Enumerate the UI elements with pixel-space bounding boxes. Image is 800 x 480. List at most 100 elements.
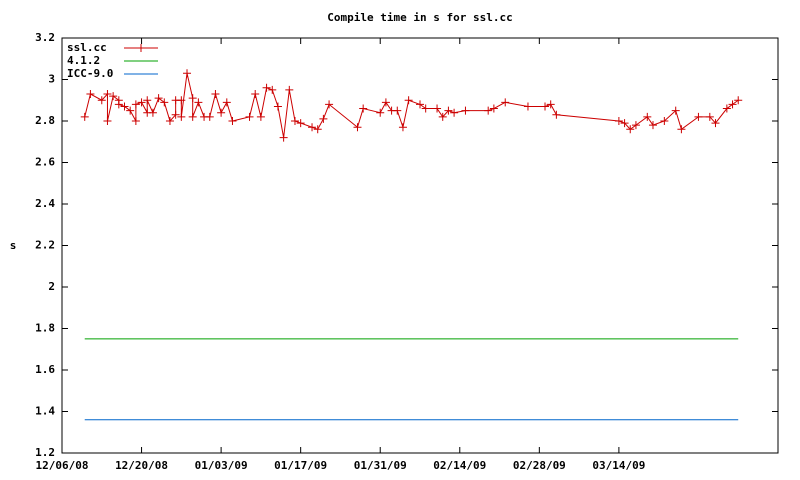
y-tick-label: 3.2 — [35, 31, 55, 44]
y-tick-label: 1.2 — [35, 446, 55, 459]
point — [245, 112, 254, 121]
point — [120, 102, 129, 111]
point — [501, 98, 510, 107]
y-tick-label: 2.8 — [35, 114, 55, 127]
point — [251, 90, 260, 99]
point — [103, 117, 112, 125]
point — [188, 94, 197, 103]
x-tick-label: 02/14/09 — [433, 459, 486, 472]
y-tick-label: 1.6 — [35, 363, 55, 376]
point — [126, 106, 135, 115]
point — [256, 112, 265, 121]
point — [381, 98, 390, 107]
point — [734, 96, 743, 105]
point — [154, 94, 163, 103]
point — [211, 90, 220, 99]
point — [671, 106, 680, 115]
point — [353, 123, 362, 132]
x-tick-label: 01/31/09 — [354, 459, 407, 472]
point — [285, 85, 294, 94]
x-tick-label: 12/20/08 — [115, 459, 168, 472]
point — [228, 117, 237, 125]
point — [614, 117, 623, 125]
point — [97, 96, 106, 105]
legend-marker — [137, 44, 145, 52]
point — [268, 85, 277, 94]
point — [137, 98, 146, 107]
point — [160, 98, 169, 107]
point — [273, 102, 282, 111]
point — [308, 123, 317, 132]
point — [103, 90, 112, 99]
point — [177, 112, 186, 121]
point — [177, 96, 186, 105]
x-tick-label: 01/17/09 — [274, 459, 327, 472]
y-tick-label: 2.4 — [35, 197, 55, 210]
y-axis-label: s — [10, 239, 17, 252]
point — [171, 110, 180, 119]
point — [80, 112, 89, 121]
point — [433, 104, 442, 113]
point — [393, 106, 402, 115]
legend-label: ICC-9.0 — [67, 67, 113, 80]
point — [677, 125, 686, 134]
point — [86, 90, 95, 99]
point — [109, 92, 118, 101]
point — [705, 112, 714, 121]
point — [541, 102, 550, 111]
chart-title: Compile time in s for ssl.cc — [327, 11, 512, 24]
point — [643, 112, 652, 121]
point — [325, 100, 334, 109]
point — [444, 106, 453, 115]
point — [648, 121, 657, 130]
point — [194, 98, 203, 107]
point — [114, 100, 123, 109]
point — [711, 119, 720, 128]
point — [262, 83, 271, 92]
x-tick-label: 02/28/09 — [513, 459, 566, 472]
y-tick-label: 3 — [48, 73, 55, 86]
point — [188, 112, 197, 121]
point — [222, 98, 231, 107]
point — [626, 125, 635, 134]
point — [143, 96, 152, 105]
point — [523, 102, 532, 111]
point — [319, 114, 328, 123]
x-tick-label: 01/03/09 — [195, 459, 248, 472]
point — [722, 104, 731, 113]
point — [148, 108, 157, 117]
point — [450, 108, 459, 117]
point — [438, 112, 447, 121]
point — [296, 119, 305, 128]
point — [631, 121, 640, 130]
point — [398, 123, 407, 132]
point — [461, 106, 470, 115]
legend-label: ssl.cc — [67, 41, 107, 54]
point — [290, 117, 299, 125]
point — [552, 110, 561, 119]
point — [359, 104, 368, 113]
point — [217, 108, 226, 117]
y-tick-label: 2 — [48, 280, 55, 293]
point — [489, 104, 498, 113]
y-tick-label: 1.4 — [35, 405, 55, 418]
point — [183, 69, 192, 78]
x-tick-label: 12/06/08 — [36, 459, 89, 472]
point — [131, 100, 140, 109]
point — [131, 117, 140, 125]
point — [165, 117, 174, 125]
point — [546, 100, 555, 109]
y-tick-label: 2.2 — [35, 239, 55, 252]
point — [620, 119, 629, 128]
x-tick-label: 03/14/09 — [592, 459, 645, 472]
point — [484, 106, 493, 115]
point — [404, 96, 413, 105]
y-tick-label: 1.8 — [35, 322, 55, 335]
point — [279, 133, 288, 142]
point — [313, 125, 322, 134]
point — [660, 117, 669, 125]
point — [376, 108, 385, 117]
legend-label: 4.1.2 — [67, 54, 100, 67]
